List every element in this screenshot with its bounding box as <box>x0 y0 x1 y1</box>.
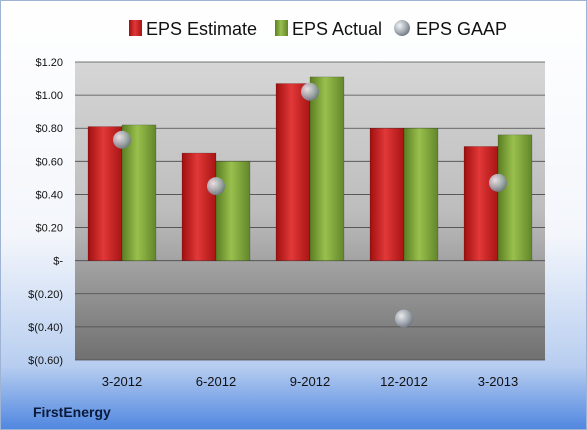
legend-label-eps-actual: EPS Actual <box>292 19 382 39</box>
x-tick-label: 9-2012 <box>290 374 330 389</box>
point-eps-gaap-6-2012 <box>207 177 225 196</box>
y-tick-label: $(0.60) <box>28 355 63 367</box>
x-tick-label: 6-2012 <box>196 374 236 389</box>
y-tick-label: $0.60 <box>35 156 63 168</box>
brand-label: FirstEnergy <box>33 404 111 420</box>
x-tick-label: 3-2012 <box>102 374 142 389</box>
bar-eps-actual-3-2012 <box>121 124 157 261</box>
point-eps-gaap-3-2013 <box>489 173 507 192</box>
bar-eps-estimate-9-2012 <box>275 83 311 261</box>
legend-label-eps-gaap: EPS GAAP <box>416 19 507 39</box>
x-tick-label: 3-2013 <box>478 374 518 389</box>
legend-swatch-eps-actual <box>275 20 288 36</box>
y-axis-labels: $1.20 $1.00 $0.80 $0.60 $0.40 $0.20 $- $(0.20) $… <box>28 57 63 367</box>
bar-eps-estimate-12-2012 <box>369 127 405 261</box>
y-tick-label: $0.40 <box>35 189 63 201</box>
legend-swatch-eps-estimate <box>129 20 142 36</box>
bar-eps-estimate-6-2012 <box>181 152 217 261</box>
y-tick-label: $(0.40) <box>28 322 63 334</box>
bar-eps-actual-12-2012 <box>403 127 439 261</box>
bar-eps-actual-3-2013 <box>497 134 533 261</box>
legend-swatch-eps-gaap <box>394 20 410 36</box>
bar-eps-estimate-3-2012 <box>87 126 123 261</box>
gaap-points <box>113 82 507 328</box>
y-tick-label: $1.20 <box>35 57 63 69</box>
y-tick-label: $0.20 <box>35 223 63 235</box>
bar-eps-actual-9-2012 <box>309 76 345 261</box>
legend: EPS Estimate EPS Actual EPS GAAP <box>129 19 507 39</box>
y-tick-label: $0.80 <box>35 123 63 135</box>
x-tick-label: 12-2012 <box>380 374 428 389</box>
bar-eps-estimate-3-2013 <box>463 146 499 261</box>
y-tick-label: $1.00 <box>35 90 63 102</box>
x-axis-labels: 3-2012 6-2012 9-2012 12-2012 3-2013 <box>102 374 518 389</box>
bar-eps-actual-6-2012 <box>215 161 251 261</box>
bars <box>87 76 533 261</box>
point-eps-gaap-9-2012 <box>301 82 319 101</box>
point-eps-gaap-12-2012 <box>395 309 413 328</box>
point-eps-gaap-3-2012 <box>113 130 131 149</box>
y-tick-label: $- <box>53 256 63 268</box>
legend-label-eps-estimate: EPS Estimate <box>146 19 257 39</box>
y-tick-label: $(0.20) <box>28 289 63 301</box>
